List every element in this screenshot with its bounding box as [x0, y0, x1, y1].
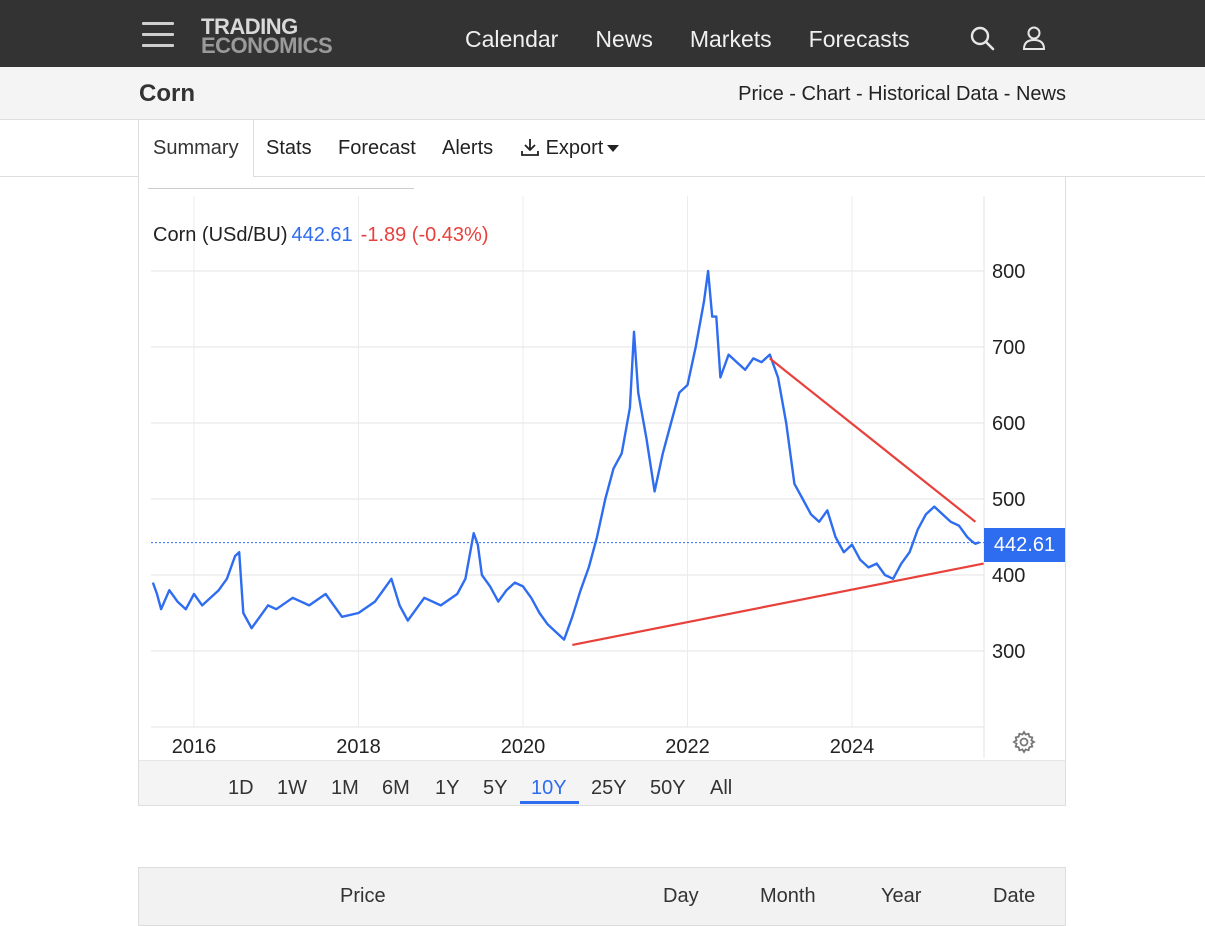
page-title: Corn — [139, 80, 195, 107]
series-line — [151, 269, 980, 641]
y-tick-label: 600 — [992, 413, 1025, 435]
x-tick-label: 2024 — [830, 736, 875, 758]
table-header-year: Year — [881, 885, 922, 907]
trendlines — [572, 357, 984, 646]
y-axis: 300 400 500 600 700 800 — [992, 261, 1025, 663]
download-icon — [521, 139, 539, 156]
tab-summary[interactable]: Summary — [138, 120, 254, 177]
range-10y[interactable]: 10Y — [531, 777, 567, 799]
range-selected-indicator — [520, 801, 579, 804]
legend-value: 442.61 — [291, 224, 353, 246]
logo[interactable]: TRADING ECONOMICS — [201, 14, 333, 58]
trendline-upper — [769, 357, 977, 523]
legend-change: -1.89 (-0.43%) — [360, 224, 489, 246]
tab-alerts[interactable]: Alerts — [442, 137, 494, 159]
menu-icon[interactable] — [142, 22, 174, 48]
user-icon[interactable] — [1020, 24, 1048, 52]
search-icon[interactable] — [968, 24, 996, 52]
table-header-month: Month — [760, 885, 816, 907]
range-1d[interactable]: 1D — [228, 777, 254, 799]
nav-link-forecasts[interactable]: Forecasts — [808, 26, 910, 52]
y-tick-label: 800 — [992, 261, 1025, 283]
last-price-tag: 442.61 — [984, 528, 1065, 562]
range-25y[interactable]: 25Y — [591, 777, 627, 799]
title-bar: Corn Price - Chart - Historical Data - N… — [0, 67, 1205, 120]
trendline-lower — [572, 562, 984, 646]
table-header-price: Price — [340, 885, 386, 907]
y-tick-label: 500 — [992, 489, 1025, 511]
export-label: Export — [545, 137, 604, 159]
x-tick-label: 2016 — [172, 736, 217, 758]
y-tick-label: 400 — [992, 565, 1025, 587]
nav-link-calendar[interactable]: Calendar — [465, 26, 559, 52]
y-tick-label: 300 — [992, 641, 1025, 663]
range-6m[interactable]: 6M — [382, 777, 410, 799]
chart-search-input[interactable] — [148, 177, 414, 189]
breadcrumb[interactable]: Price - Chart - Historical Data - News — [738, 83, 1066, 105]
y-tick-label: 700 — [992, 337, 1025, 359]
range-50y[interactable]: 50Y — [650, 777, 686, 799]
tab-export[interactable]: Export — [520, 120, 620, 177]
range-selector: 1D 1W 1M 6M 1Y 5Y 10Y 25Y 50Y All — [139, 760, 1065, 805]
range-5y[interactable]: 5Y — [483, 777, 508, 799]
top-navbar: TRADING ECONOMICS Calendar News Markets … — [0, 0, 1205, 67]
chart-panel — [138, 170, 1066, 806]
nav-link-markets[interactable]: Markets — [689, 26, 772, 52]
nav-links: Calendar News Markets Forecasts — [465, 26, 947, 53]
nav-link-news[interactable]: News — [595, 26, 653, 52]
legend-label: Corn (USd/BU) — [153, 224, 288, 246]
table-header-day: Day — [663, 885, 699, 907]
chart-legend: Corn (USd/BU) 442.61 -1.89 (-0.43%) — [153, 224, 489, 247]
logo-line2: ECONOMICS — [201, 33, 333, 58]
caret-down-icon — [607, 145, 620, 153]
tab-stats[interactable]: Stats — [266, 137, 312, 159]
range-all[interactable]: All — [710, 777, 733, 799]
price-table-header: Price Day Month Year Date — [138, 867, 1066, 926]
tab-bar: Summary Stats Forecast Alerts Export — [0, 120, 1205, 177]
range-1y[interactable]: 1Y — [435, 777, 460, 799]
x-axis: 2016 2018 2020 2022 2024 — [172, 736, 875, 758]
x-tick-label: 2018 — [336, 736, 381, 758]
chart-grid — [151, 196, 985, 758]
range-1w[interactable]: 1W — [277, 777, 307, 799]
gear-icon[interactable] — [1012, 730, 1036, 754]
x-tick-label: 2020 — [501, 736, 546, 758]
tab-forecast[interactable]: Forecast — [338, 137, 416, 159]
table-header-date: Date — [993, 885, 1036, 907]
x-tick-label: 2022 — [665, 736, 710, 758]
range-1m[interactable]: 1M — [331, 777, 359, 799]
logo-line1: TRADING — [201, 14, 298, 39]
